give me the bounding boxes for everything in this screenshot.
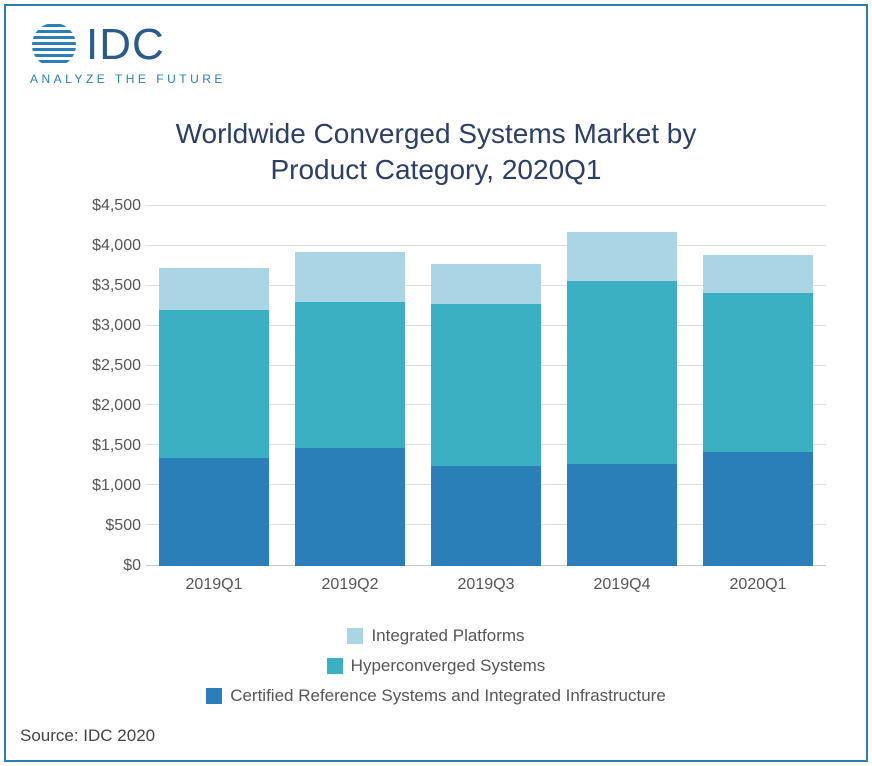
bar-segment-integrated [703, 255, 813, 293]
legend-item-hyper: Hyperconverged Systems [327, 656, 546, 676]
chart-frame: IDC ANALYZE THE FUTURE Worldwide Converg… [4, 4, 868, 762]
chart-area: $0 $500 $1,000 $1,500 $2,000 $2,500 $3,000 $3,5… [66, 206, 836, 606]
logo-text: IDC [86, 20, 165, 70]
y-tick-label: $3,000 [71, 317, 141, 335]
chart-title: Worldwide Converged Systems Market by Pr… [6, 116, 866, 189]
logo-tagline: ANALYZE THE FUTURE [30, 72, 226, 86]
bar-segment-certified [703, 452, 813, 566]
logo-row: IDC [30, 20, 165, 70]
y-tick-label: $1,000 [71, 477, 141, 495]
legend: Integrated Platforms Hyperconverged Syste… [6, 626, 866, 706]
y-tick-label: $0 [71, 557, 141, 575]
x-tick-label: 2020Q1 [730, 576, 787, 594]
legend-label: Hyperconverged Systems [351, 656, 546, 676]
bar-group: 2019Q2 [295, 252, 405, 566]
legend-swatch [327, 658, 343, 674]
y-tick-label: $1,500 [71, 437, 141, 455]
x-tick-label: 2019Q4 [594, 576, 651, 594]
bar-group: 2019Q4 [567, 232, 677, 566]
legend-label: Certified Reference Systems and Integrat… [230, 686, 666, 706]
legend-item-integrated: Integrated Platforms [347, 626, 524, 646]
bar-segment-hyper [159, 310, 269, 458]
globe-icon [30, 21, 78, 69]
bar-segment-integrated [567, 232, 677, 282]
y-tick-label: $4,500 [71, 197, 141, 215]
legend-label: Integrated Platforms [371, 626, 524, 646]
bar-segment-certified [567, 464, 677, 566]
x-tick-label: 2019Q1 [186, 576, 243, 594]
bar-segment-hyper [567, 281, 677, 463]
legend-swatch [347, 628, 363, 644]
bar-segment-integrated [295, 252, 405, 302]
title-line2: Product Category, 2020Q1 [270, 154, 601, 185]
idc-logo: IDC ANALYZE THE FUTURE [30, 20, 226, 86]
bar-segment-certified [295, 448, 405, 566]
bar-segment-certified [431, 466, 541, 566]
y-tick-label: $500 [71, 517, 141, 535]
bar-segment-hyper [703, 293, 813, 452]
x-tick-label: 2019Q3 [458, 576, 515, 594]
bar-group: 2020Q1 [703, 255, 813, 566]
bar-segment-integrated [159, 268, 269, 310]
legend-item-certified: Certified Reference Systems and Integrat… [206, 686, 666, 706]
bar-group: 2019Q3 [431, 264, 541, 566]
bar-segment-hyper [295, 302, 405, 448]
y-tick-label: $4,000 [71, 237, 141, 255]
legend-swatch [206, 688, 222, 704]
y-tick-label: $2,500 [71, 357, 141, 375]
bar-segment-certified [159, 458, 269, 566]
y-tick-label: $3,500 [71, 277, 141, 295]
y-tick-label: $2,000 [71, 397, 141, 415]
bar-group: 2019Q1 [159, 268, 269, 566]
bars-container: 2019Q12019Q22019Q32019Q42020Q1 [146, 206, 826, 566]
y-axis-labels: $0$500$1,000$1,500$2,000$2,500$3,000$3,5… [66, 206, 146, 566]
title-line1: Worldwide Converged Systems Market by [176, 118, 697, 149]
bar-segment-integrated [431, 264, 541, 304]
source-text: Source: IDC 2020 [20, 726, 155, 746]
bar-segment-hyper [431, 304, 541, 466]
x-tick-label: 2019Q2 [322, 576, 379, 594]
